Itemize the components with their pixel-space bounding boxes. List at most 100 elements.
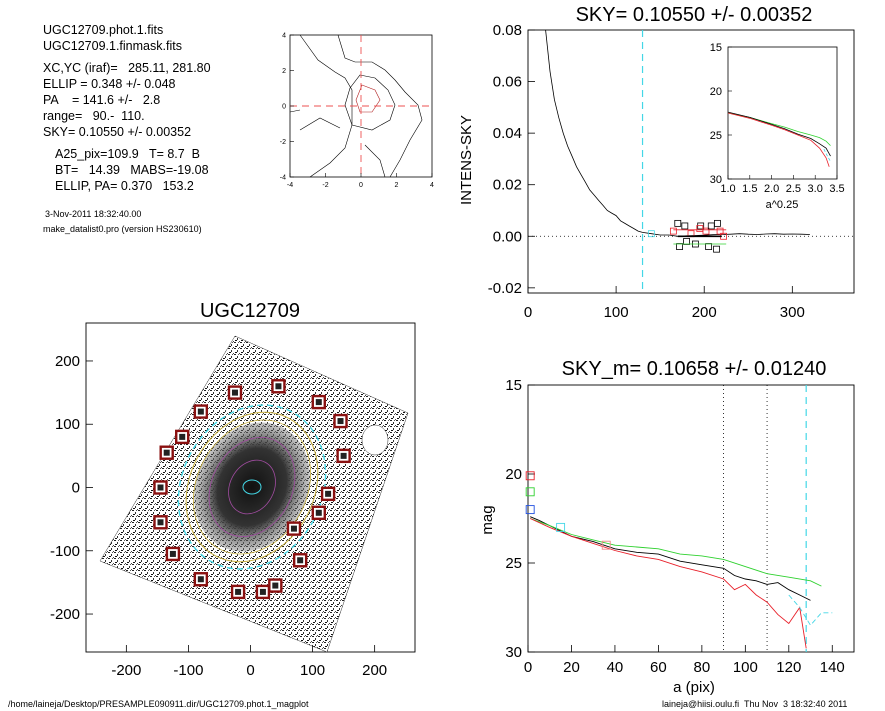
mag-series-black [530,516,811,601]
mag-ytick-label: 15 [505,377,522,394]
mag-xtick-label: 40 [607,659,624,676]
sky-box-point [647,230,655,238]
sky-axes: 0 100 200 300 -0.02 0.00 0.02 0.04 0.06 0.08 [488,22,805,321]
file-name-mask: UGC12709.1.finmask.fits [43,39,182,53]
mag-frame [527,384,855,653]
contour-xtick-label: 4 [430,182,434,189]
sky-xtick-label: 100 [604,304,629,321]
mag-ytick-label: 20 [505,466,522,483]
sky-xtick-label: 300 [780,304,805,321]
mag-ytick-label: 25 [505,555,522,572]
ellipticity: ELLIP = 0.348 +/- 0.048 [43,77,176,91]
mag-xtick-label: 100 [733,659,758,676]
image-sky-box-core [169,550,176,557]
mag-plot: SKY_m= 0.10658 +/- 0.01240 a (pix) mag 0… [479,358,855,696]
mag-xtick-label: 140 [820,659,845,676]
sky-ytick-label: 0.00 [493,228,522,245]
center-coords: XC,YC (iraf)= 285.11, 281.80 [43,61,211,75]
mag-series-cyan [788,594,833,627]
inset-series-cyan [823,148,831,162]
contour-lines [289,34,423,178]
inset-series-black [727,111,831,157]
mag-box-cyan [556,522,566,532]
fit-range: range= 90.- 110. [43,109,145,123]
image-sky-box-core [197,408,204,415]
sky-ytick-label: 0.02 [493,177,522,194]
sky-box-point [696,225,704,232]
bt-mabs-value: BT= 14.39 MABS=-19.08 [55,163,209,177]
sky-profile-line [545,29,810,237]
sky-ytick-label: 0.04 [493,125,522,142]
image-xtick-label: 200 [362,662,387,679]
inset-ytick-label: 25 [710,130,722,142]
image-sky-box-core [197,576,204,583]
galaxy-body [194,422,310,552]
sky-box-point [716,227,724,235]
mag-xlabel: a (pix) [673,679,715,696]
image-sky-box-core [337,418,344,425]
mag-series-red [530,518,807,649]
image-ytick-label: 0 [72,480,80,497]
sky-ylabel: INTENS-SKY [458,115,475,205]
sky-ytick-label: 0.08 [493,22,522,39]
image-sky-box-core [259,588,266,595]
sky-box-point [705,243,713,250]
image-sky-box-core [340,452,347,459]
image-sky-box-core [325,490,332,497]
image-ytick-label: 100 [55,416,80,433]
contour-xtick-label: -4 [287,182,293,189]
image-ytick-label: 200 [55,353,80,370]
position-angle: PA = 141.6 +/- 2.8 [43,93,161,107]
contour-ticks: -4 -2 0 2 4 -4 -2 0 2 4 [280,33,434,190]
image-axes: -200 -100 0 100 200 -200 -100 0 100 200 [50,353,387,679]
image-xtick-label: -200 [111,662,141,679]
sky-data [528,29,854,293]
inset-xtick-label: 2.0 [764,183,779,195]
sky-inset: 1.0 1.5 2.0 2.5 3.0 3.5 15 20 25 30 [710,42,845,195]
mag-ylabel: mag [479,505,496,534]
mag-data [525,385,833,652]
inset-xtick-label: 3.0 [808,183,823,195]
file-name-phot: UGC12709.phot.1.fits [43,23,164,37]
image-xtick-label: -100 [173,662,203,679]
image-ytick-label: -100 [50,543,80,560]
mag-box-green [525,487,535,497]
run-date: 3-Nov-2011 18:32:40.00 [45,209,142,219]
image-title: UGC12709 [200,300,300,322]
inset-xtick-label: 1.5 [742,183,757,195]
mag-xtick-label: 0 [524,659,532,676]
sky-value: SKY= 0.10550 +/- 0.00352 [43,125,192,139]
image-ytick-label: -200 [50,606,80,623]
image-xtick-label: 100 [300,662,325,679]
contour-ytick-label: -2 [280,139,286,146]
contour-xtick-label: 0 [359,182,363,189]
image-sky-box-core [272,582,279,589]
a25-value: A25_pix=109.9 T= 8.7 B [55,147,201,161]
mag-ytick-label: 30 [505,644,522,661]
image-sky-box-core [235,588,242,595]
sky-box-point [714,219,721,227]
sky-title: SKY= 0.10550 +/- 0.00352 [576,4,813,26]
image-sky-box-core [157,519,164,526]
sky-box-point [697,222,705,230]
footer-user: laineja@hiisi.oulu.fi Thu Nov 3 18:32:40… [662,699,848,709]
sky-plot: SKY= 0.10550 +/- 0.00352 INTENS-SKY 0 100… [458,4,855,321]
inset-xtick-label: 1.0 [720,183,735,195]
inset-ytick-label: 30 [710,174,722,186]
image-sky-boxes [153,379,351,600]
image-sky-box-core [179,433,186,440]
image-sky-box-core [315,399,322,406]
inset-ytick-label: 20 [710,86,722,98]
sky-box-point [674,219,682,227]
mag-box-pink [601,540,611,550]
mag-box-red [525,471,535,481]
image-sky-box-core [290,525,297,532]
galaxy-image-panel: UGC12709 [50,300,416,679]
contour-ytick-label: 4 [282,33,286,40]
mag-axes: 0 20 40 60 80 100 120 140 15 20 25 30 [505,377,844,676]
mag-xtick-label: 20 [563,659,580,676]
inset-series-red [727,112,830,167]
contour-xtick-label: -2 [322,182,328,189]
sky-ytick-label: 0.06 [493,74,522,91]
